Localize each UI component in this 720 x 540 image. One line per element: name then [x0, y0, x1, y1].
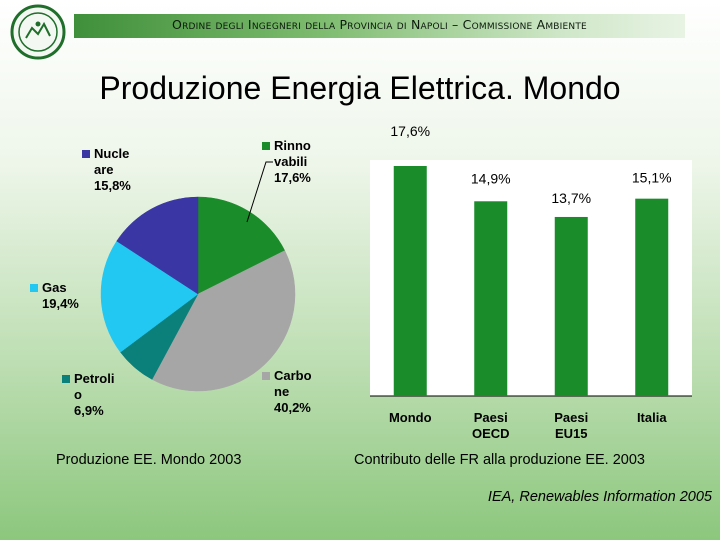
bar-value-label-paesi-oecd: 14,9% [471, 170, 511, 186]
bar-caption: Contributo delle FR alla produzione EE. … [354, 452, 645, 468]
pie-slice-gas [100, 240, 199, 353]
bar-category-label-paesi-eu15: Paesi EU15 [554, 410, 588, 441]
bar-mondo [393, 166, 427, 396]
bar-category-label-mondo: Mondo [389, 410, 432, 425]
bar-italia [635, 198, 669, 396]
bar-paesi-oecd [474, 201, 508, 396]
legend-label-carbo-ne: Carbo ne 40,2% [274, 368, 312, 415]
source-note: IEA, Renewables Information 2005 [487, 489, 712, 505]
page-title: Produzione Energia Elettrica. Mondo [99, 70, 621, 106]
legend-label-nucle-are: Nucle are 15,8% [94, 146, 131, 193]
header-bar: Ordine degli Ingegneri della Provincia d… [74, 14, 685, 38]
logo-seal-icon [10, 4, 66, 60]
bar-category-label-paesi-oecd: Paesi OECD [472, 410, 510, 441]
legend-label-gas: Gas 19,4% [42, 280, 79, 311]
legend-label-rinno-vabili: Rinno vabili 17,6% [274, 138, 311, 185]
pie-slice-rinno-vabili [197, 196, 286, 295]
pie-slice-nucle-are [116, 196, 199, 295]
legend-label-petroli-o: Petroli o 6,9% [74, 371, 114, 418]
bar-category-label-italia: Italia [637, 410, 667, 425]
pie-caption: Produzione EE. Mondo 2003 [56, 452, 242, 468]
legend-swatch-gas [30, 284, 38, 292]
legend-swatch-rinno-vabili [262, 142, 270, 150]
legend-swatch-nucle-are [82, 150, 90, 158]
legend-swatch-petroli-o [62, 375, 70, 383]
leader-line-rinnovabili [246, 161, 273, 223]
bar-value-label-paesi-eu15: 13,7% [551, 190, 591, 206]
bar-paesi-eu15 [554, 216, 588, 396]
legend-swatch-carbo-ne [262, 372, 270, 380]
pie-slice-carbo-ne [151, 250, 296, 392]
bar-value-label-italia: 15,1% [632, 170, 672, 186]
bar-value-label-mondo: 17,6% [390, 123, 430, 139]
header-text: Ordine degli Ingegneri della Provincia d… [172, 17, 587, 32]
